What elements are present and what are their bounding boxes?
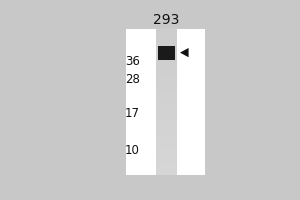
- Bar: [156, 69, 177, 73]
- Bar: [156, 142, 177, 146]
- Bar: [156, 116, 177, 120]
- Bar: [156, 47, 177, 51]
- Bar: [156, 83, 177, 87]
- Bar: [156, 98, 177, 102]
- Bar: [156, 65, 177, 69]
- Bar: [156, 135, 177, 138]
- Bar: [156, 50, 177, 54]
- Bar: [156, 127, 177, 131]
- Bar: [156, 124, 177, 127]
- Text: 293: 293: [153, 13, 180, 27]
- Bar: [156, 80, 177, 83]
- Bar: [156, 76, 177, 80]
- Bar: [156, 113, 177, 116]
- Bar: [156, 87, 177, 91]
- Bar: [156, 91, 177, 94]
- Bar: [156, 109, 177, 113]
- Bar: [156, 105, 177, 109]
- Bar: [156, 160, 177, 164]
- Bar: [156, 54, 177, 58]
- Text: 17: 17: [125, 107, 140, 120]
- Bar: [156, 164, 177, 168]
- Bar: [156, 29, 177, 175]
- Bar: [156, 131, 177, 135]
- Bar: [126, 29, 205, 175]
- Bar: [156, 153, 177, 157]
- Bar: [156, 39, 177, 43]
- Bar: [156, 120, 177, 124]
- Bar: [156, 102, 177, 105]
- Bar: [156, 61, 177, 65]
- Bar: [156, 156, 177, 160]
- Bar: [156, 149, 177, 153]
- Bar: [156, 72, 177, 76]
- Bar: [156, 32, 177, 36]
- Bar: [156, 58, 177, 62]
- Text: 36: 36: [125, 55, 140, 68]
- Text: 28: 28: [125, 73, 140, 86]
- Bar: [156, 167, 177, 171]
- Bar: [156, 138, 177, 142]
- Polygon shape: [180, 48, 189, 57]
- Bar: [156, 43, 177, 47]
- Bar: [156, 146, 177, 149]
- Bar: [156, 36, 177, 40]
- Bar: [156, 94, 177, 98]
- Bar: [158, 46, 175, 60]
- Bar: [156, 28, 177, 32]
- Text: 10: 10: [125, 144, 140, 157]
- Bar: [156, 171, 177, 175]
